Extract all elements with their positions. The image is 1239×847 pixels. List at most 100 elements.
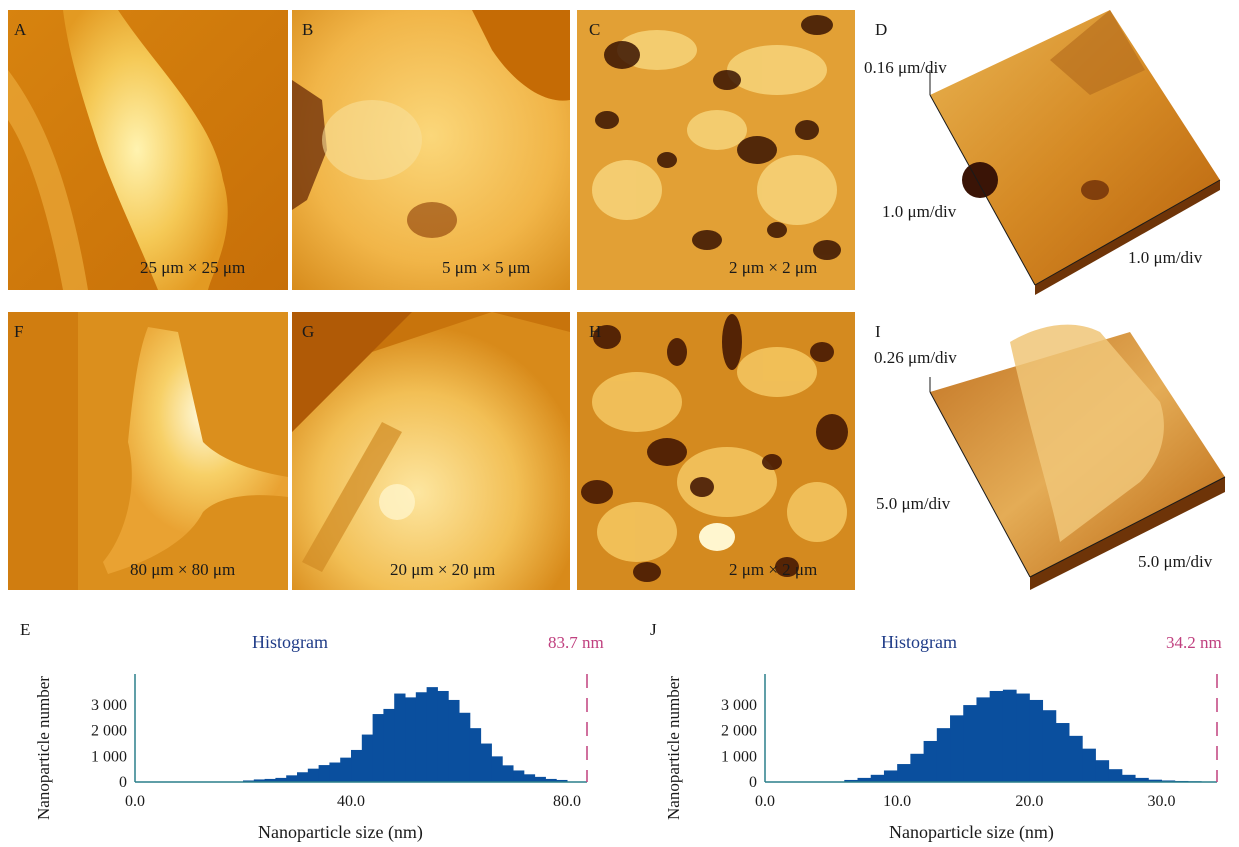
histogram-bar [1121, 774, 1136, 782]
histogram-j: 0 1 000 2 000 3 000 0.0 10.0 20.0 30.0 [721, 674, 1218, 810]
histogram-bar [329, 762, 341, 782]
histogram-bar [286, 775, 298, 782]
histogram-bar [1016, 693, 1030, 782]
histogram-bar [883, 770, 898, 782]
x-axis-label-e: Nanoparticle size (nm) [258, 822, 423, 842]
histogram-bar [437, 690, 449, 782]
panel-label-f: F [14, 322, 24, 341]
histogram-title-e: Histogram [252, 632, 328, 652]
y-axis-label-e: Nanoparticle number [34, 676, 53, 820]
y-axis-label-j: Nanoparticle number [664, 676, 683, 820]
histogram-bar [1042, 710, 1057, 782]
x-tick-label: 0.0 [755, 793, 775, 810]
x-tick-label: 30.0 [1147, 793, 1175, 810]
scale-label-g: 20 μm × 20 μm [390, 560, 496, 579]
histogram-bar [1161, 780, 1176, 782]
afm-image-g: G 20 μm × 20 μm [292, 312, 570, 590]
y-tick-label: 1 000 [721, 748, 757, 765]
max-size-label-j: 34.2 nm [1166, 633, 1222, 652]
histogram-bar [976, 697, 991, 782]
histogram-bar [545, 778, 557, 782]
y-tick-label: 0 [749, 774, 757, 791]
histogram-bar [1002, 689, 1017, 782]
histogram-bar [459, 712, 471, 782]
histogram-bar [491, 756, 503, 782]
x-axis-label-j: Nanoparticle size (nm) [889, 822, 1054, 842]
histogram-bar [989, 690, 1004, 782]
histogram-bar [372, 714, 384, 782]
afm-image-f: F 80 μm × 80 μm [8, 312, 288, 590]
histogram-bar [857, 777, 872, 782]
histogram-bar [910, 753, 925, 782]
max-size-label-e: 83.7 nm [548, 633, 604, 652]
histogram-bar [426, 687, 438, 782]
histogram-bar [297, 772, 309, 782]
panel-label-h: H [589, 322, 602, 341]
histogram-bar [844, 779, 859, 782]
histogram-bar [1095, 760, 1110, 782]
panel-label-g: G [302, 322, 315, 341]
histogram-bar [469, 728, 482, 782]
y-tick-label: 3 000 [721, 697, 757, 714]
scale-label-b: 5 μm × 5 μm [442, 258, 531, 277]
afm-image-b: B 5 μm × 5 μm [292, 10, 570, 290]
panel-label-a: A [14, 20, 27, 39]
x-tick-label: 80.0 [553, 793, 581, 810]
histogram-bar [264, 778, 276, 782]
afm-image-c: C 2 μm × 2 μm [577, 10, 855, 290]
z-scale-i: 0.26 μm/div [874, 348, 957, 367]
histogram-bar [923, 740, 938, 782]
scale-label-h: 2 μm × 2 μm [729, 560, 818, 579]
z-scale-d: 0.16 μm/div [864, 58, 947, 77]
panel-label-i: I [875, 322, 881, 341]
histogram-bar [963, 705, 977, 782]
panel-label-j: J [650, 620, 657, 639]
scale-label-f: 80 μm × 80 μm [130, 560, 236, 579]
histogram-bar [243, 780, 255, 782]
histogram-bar [318, 765, 330, 782]
afm-image-h: H 2 μm × 2 μm [577, 312, 855, 590]
panel-label-d: D [875, 20, 888, 39]
histogram-bar [1148, 779, 1162, 782]
histogram-bar [870, 774, 885, 782]
histogram-bar [1068, 735, 1083, 782]
histogram-bar [556, 779, 568, 782]
y-tick-label: 2 000 [91, 723, 127, 740]
histogram-bar [502, 765, 514, 782]
histogram-e: 0 1 000 2 000 3 000 0.0 40.0 80.0 [91, 674, 588, 810]
histogram-bar [340, 757, 352, 782]
x-scale-i: 5.0 μm/div [1138, 552, 1213, 571]
y-tick-label: 2 000 [721, 723, 757, 740]
histogram-bar [1135, 777, 1149, 782]
histogram-bar [1029, 699, 1044, 782]
histogram-bar [361, 734, 374, 782]
y-scale-d: 1.0 μm/div [882, 202, 957, 221]
x-tick-label: 20.0 [1015, 793, 1043, 810]
afm-3d-view-d: D 0.16 μm/div 1.0 μm/div 1.0 μm/div [860, 10, 1239, 295]
panel-label-c: C [589, 20, 601, 39]
histogram-bar [1082, 748, 1096, 782]
histogram-bar [405, 697, 417, 782]
y-tick-label: 3 000 [91, 697, 127, 714]
histogram-bar [415, 692, 428, 782]
x-tick-label: 0.0 [125, 793, 145, 810]
histogram-bar [394, 693, 406, 782]
histogram-bar [480, 743, 492, 782]
histogram-bar [523, 774, 536, 782]
scale-label-a: 25 μm × 25 μm [140, 258, 246, 277]
histogram-bar [936, 728, 951, 782]
histogram-bar [1108, 769, 1123, 782]
x-tick-label: 10.0 [883, 793, 911, 810]
histogram-bar [383, 708, 395, 782]
histogram-bar [253, 779, 266, 782]
y-tick-label: 0 [119, 774, 127, 791]
y-tick-label: 1 000 [91, 748, 127, 765]
y-scale-i: 5.0 μm/div [876, 494, 951, 513]
histogram-bar [307, 768, 320, 782]
x-tick-label: 40.0 [337, 793, 365, 810]
histogram-bar [1055, 723, 1070, 782]
histogram-bar [897, 764, 911, 782]
scale-label-c: 2 μm × 2 μm [729, 258, 818, 277]
afm-3d-view-i: I 0.26 μm/div 5.0 μm/div 5.0 μm/div [860, 312, 1239, 597]
histogram-bar [534, 776, 546, 782]
